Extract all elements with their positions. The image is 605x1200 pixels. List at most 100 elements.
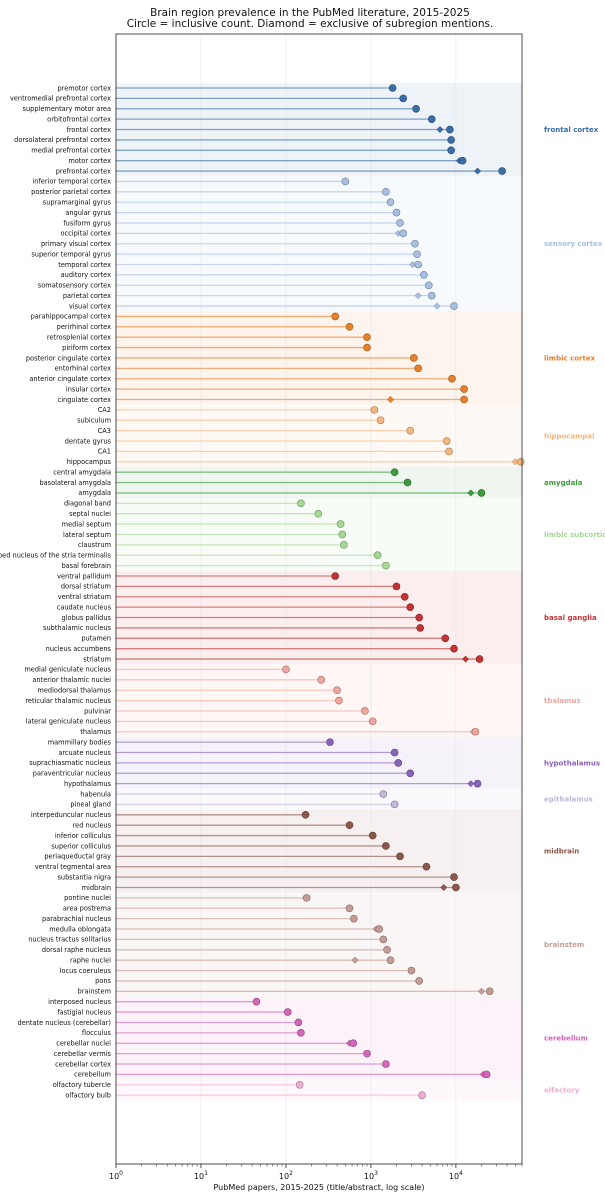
plot-frame bbox=[115, 33, 523, 1165]
region-label: piriform cortex bbox=[62, 344, 111, 352]
region-label: dorsal striatum bbox=[61, 583, 111, 591]
inclusive-circle-marker bbox=[294, 1018, 303, 1027]
inclusive-circle-marker bbox=[382, 1060, 390, 1068]
region-label: occipital cortex bbox=[61, 230, 112, 238]
inclusive-circle-marker bbox=[295, 1080, 304, 1089]
group-label: brainstem bbox=[544, 941, 584, 949]
exclusive-diamond-marker bbox=[462, 655, 470, 663]
region-label: insular cortex bbox=[66, 385, 111, 393]
inclusive-circle-marker bbox=[340, 541, 348, 549]
region-label: anterior thalamic nuclei bbox=[32, 676, 111, 684]
inclusive-circle-marker bbox=[349, 1039, 358, 1048]
inclusive-circle-marker bbox=[460, 395, 468, 404]
region-label: medial prefrontal cortex bbox=[31, 147, 111, 155]
inclusive-circle-marker bbox=[450, 873, 458, 881]
inclusive-circle-marker bbox=[363, 1049, 371, 1058]
group-label: hippocampal bbox=[544, 432, 595, 440]
region-label: striatum bbox=[83, 655, 111, 663]
inclusive-circle-marker bbox=[424, 281, 433, 290]
region-label: posterior cingulate cortex bbox=[26, 354, 111, 362]
inclusive-circle-marker bbox=[410, 354, 418, 362]
region-label: basal forebrain bbox=[61, 562, 111, 570]
inclusive-circle-marker bbox=[450, 644, 458, 653]
group-band bbox=[116, 404, 522, 467]
group-label: basal ganglia bbox=[544, 614, 597, 622]
inclusive-circle-marker bbox=[390, 748, 399, 757]
inclusive-circle-marker bbox=[392, 582, 401, 591]
region-label: ventral tegmental area bbox=[35, 863, 111, 871]
exclusive-diamond-marker bbox=[474, 167, 482, 175]
region-label: diagonal band bbox=[64, 500, 111, 508]
region-label: raphe nuclei bbox=[70, 956, 111, 964]
region-label: arcuate nucleus bbox=[58, 749, 111, 757]
region-label: amygdala bbox=[78, 489, 111, 497]
inclusive-circle-marker bbox=[400, 592, 409, 601]
region-label: CA1 bbox=[98, 448, 111, 456]
exclusive-diamond-marker bbox=[351, 956, 359, 964]
inclusive-circle-marker bbox=[460, 385, 468, 393]
region-label: olfactory tubercle bbox=[53, 1081, 111, 1089]
region-label: claustrum bbox=[78, 541, 111, 549]
region-label: anterior cingulate cortex bbox=[29, 375, 111, 383]
inclusive-circle-marker bbox=[450, 302, 458, 310]
inclusive-circle-marker bbox=[388, 84, 397, 92]
inclusive-circle-marker bbox=[370, 406, 379, 414]
region-label: retrosplenial cortex bbox=[47, 333, 111, 341]
region-label: ventromedial prefrontal cortex bbox=[10, 95, 111, 103]
inclusive-circle-marker bbox=[396, 852, 404, 861]
inclusive-circle-marker bbox=[414, 260, 422, 269]
region-label: dentate nucleus (cerebellar) bbox=[18, 1019, 111, 1027]
inclusive-circle-marker bbox=[301, 811, 310, 819]
exclusive-diamond-marker bbox=[433, 302, 441, 310]
exclusive-diamond-marker bbox=[414, 292, 422, 300]
inclusive-circle-marker bbox=[376, 416, 385, 425]
x-tick-label: 102 bbox=[279, 1170, 293, 1181]
x-axis-label: PubMed papers, 2015-2025 (title/abstract… bbox=[214, 1183, 425, 1192]
region-label: parietal cortex bbox=[63, 292, 111, 300]
region-label: supramarginal gyrus bbox=[43, 199, 112, 207]
group-labels: frontal cortex sensory cortex limbic corte… bbox=[544, 126, 605, 1094]
region-label: visual cortex bbox=[69, 302, 111, 310]
inclusive-circle-marker bbox=[482, 1070, 491, 1079]
inclusive-circle-marker bbox=[331, 572, 340, 580]
inclusive-circle-marker bbox=[394, 759, 403, 767]
region-label: superior temporal gyrus bbox=[31, 250, 111, 258]
inclusive-circle-marker bbox=[392, 208, 401, 217]
inclusive-circle-marker bbox=[415, 613, 423, 622]
region-label: posterior parietal cortex bbox=[31, 188, 111, 196]
region-label: medulla oblongata bbox=[49, 925, 111, 933]
region-label: cerebellar nuclei bbox=[56, 1040, 111, 1048]
inclusive-circle-marker bbox=[399, 94, 408, 103]
chart-subtitle: Circle = inclusive count. Diamond = excl… bbox=[127, 18, 494, 30]
region-label: reticular thalamic nucleus bbox=[25, 697, 111, 705]
region-label: frontal cortex bbox=[67, 126, 112, 134]
region-label: midbrain bbox=[82, 884, 111, 892]
region-label: somatosensory cortex bbox=[38, 282, 111, 290]
inclusive-circle-marker bbox=[302, 894, 311, 902]
inclusive-circle-marker bbox=[415, 977, 423, 985]
inclusive-circle-marker bbox=[382, 842, 390, 850]
inclusive-circle-marker bbox=[458, 156, 467, 165]
region-label: parabrachial nucleus bbox=[42, 915, 112, 923]
region-label: caudate nucleus bbox=[57, 603, 112, 611]
inclusive-circle-marker bbox=[475, 655, 484, 663]
group-band bbox=[116, 996, 522, 1080]
group-label: sensory cortex bbox=[544, 240, 603, 248]
inclusive-circle-marker bbox=[326, 738, 334, 746]
region-label: fastigial nucleus bbox=[57, 1008, 111, 1016]
inclusive-circle-marker bbox=[441, 634, 450, 643]
region-label: thalamus bbox=[80, 728, 111, 736]
inclusive-circle-marker bbox=[368, 717, 377, 726]
region-label: medial geniculate nucleus bbox=[24, 666, 111, 674]
lollipop-markers bbox=[252, 84, 525, 1099]
region-label: subiculum bbox=[77, 417, 111, 425]
region-label: globus pallidus bbox=[62, 614, 112, 622]
group-label: olfactory bbox=[544, 1086, 580, 1094]
group-band bbox=[116, 892, 522, 997]
inclusive-circle-marker bbox=[442, 437, 451, 445]
region-label: mammillary bodies bbox=[48, 738, 112, 746]
chart-title: Brain region prevalence in the PubMed li… bbox=[150, 7, 470, 19]
region-label: basolateral amygdala bbox=[39, 479, 111, 487]
inclusive-circle-marker bbox=[413, 250, 421, 258]
group-label: limbic subcortical bbox=[544, 531, 605, 539]
